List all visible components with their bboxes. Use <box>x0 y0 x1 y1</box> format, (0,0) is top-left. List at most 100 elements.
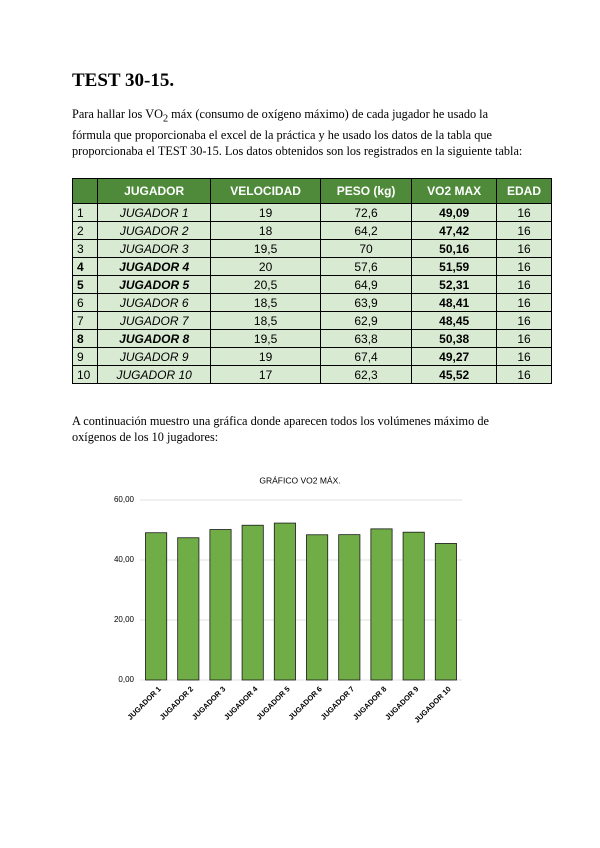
table-cell: 16 <box>496 203 552 222</box>
table-cell: 16 <box>496 311 552 330</box>
table-cell: 72,6 <box>319 203 413 222</box>
header-cell: EDAD <box>496 178 552 204</box>
table-row: 2 JUGADOR 2 18 64,2 47,42 16 <box>72 221 552 240</box>
table-cell: 16 <box>496 347 552 366</box>
table-cell: 19,5 <box>210 329 321 348</box>
subscript: 2 <box>162 113 169 125</box>
table-cell: 1 <box>72 203 98 222</box>
table-cell: 50,16 <box>411 239 498 258</box>
bar <box>370 528 393 681</box>
bar <box>209 529 232 681</box>
table-cell: 20 <box>210 257 321 276</box>
table-cell: 45,52 <box>411 365 498 384</box>
data-table: JUGADOR VELOCIDAD PESO (kg) VO2 MAX EDAD 1 JU… <box>72 178 552 384</box>
outro-paragraph: A continuación muestro una gráfica donde… <box>72 414 489 444</box>
table-cell: 9 <box>72 347 98 366</box>
chart: GRÁFICO VO2 MÁX. 0,0020,0040,0060,00JUGA… <box>114 475 462 725</box>
table-cell: 7 <box>72 311 98 330</box>
table-row: 8 JUGADOR 8 19,5 63,8 50,38 16 <box>72 329 552 348</box>
table-row: 3 JUGADOR 3 19,5 70 50,16 16 <box>72 239 552 258</box>
table-cell: JUGADOR 9 <box>96 347 212 366</box>
table-cell: 16 <box>496 293 552 312</box>
table-cell: 16 <box>496 365 552 384</box>
table-cell: JUGADOR 5 <box>96 275 212 294</box>
table-cell: 6 <box>72 293 98 312</box>
table-cell: 5 <box>72 275 98 294</box>
table-cell: 4 <box>72 257 98 276</box>
table-cell: 8 <box>72 329 98 348</box>
header-cell: VO2 MAX <box>411 178 498 204</box>
table-row: 9 JUGADOR 9 19 67,4 49,27 16 <box>72 347 552 366</box>
table-cell: 52,31 <box>411 275 498 294</box>
chart-title: GRÁFICO VO2 MÁX. <box>259 475 340 485</box>
table-row: 7 JUGADOR 7 18,5 62,9 48,45 16 <box>72 311 552 330</box>
table-cell: JUGADOR 6 <box>96 293 212 312</box>
header-cell <box>72 178 98 204</box>
table-cell: 16 <box>496 257 552 276</box>
table-cell: 49,09 <box>411 203 498 222</box>
bar <box>338 534 361 681</box>
bar <box>273 522 296 681</box>
table-cell: 18,5 <box>210 293 321 312</box>
table-cell: 16 <box>496 221 552 240</box>
table-cell: JUGADOR 3 <box>96 239 212 258</box>
table-cell: 19 <box>210 203 321 222</box>
intro-paragraph: Para hallar los VO2 máx (consumo de oxíg… <box>72 106 527 159</box>
text: Para hallar los VO <box>72 107 163 121</box>
table-cell: 48,41 <box>411 293 498 312</box>
table-cell: 49,27 <box>411 347 498 366</box>
header-row: JUGADOR VELOCIDAD PESO (kg) VO2 MAX EDAD <box>72 178 552 204</box>
table-cell: 51,59 <box>411 257 498 276</box>
table-cell: 48,45 <box>411 311 498 330</box>
table-cell: 62,9 <box>319 311 413 330</box>
bar <box>402 531 425 681</box>
table-cell: 57,6 <box>319 257 413 276</box>
table-row: 1 JUGADOR 1 19 72,6 49,09 16 <box>72 203 552 222</box>
table-cell: JUGADOR 2 <box>96 221 212 240</box>
y-tick-label: 0,00 <box>118 675 134 684</box>
table-cell: 19,5 <box>210 239 321 258</box>
y-tick-label: 40,00 <box>114 555 135 564</box>
table-cell: 16 <box>496 239 552 258</box>
table-cell: 50,38 <box>411 329 498 348</box>
table-cell: 3 <box>72 239 98 258</box>
table-cell: 20,5 <box>210 275 321 294</box>
table-cell: 18 <box>210 221 321 240</box>
doc-title: TEST 30-15. <box>72 70 175 91</box>
bar <box>177 537 200 681</box>
table-cell: JUGADOR 1 <box>96 203 212 222</box>
table-cell: 2 <box>72 221 98 240</box>
text: máx (consumo de oxígeno máximo) de cada … <box>72 107 523 159</box>
table-row: 6 JUGADOR 6 18,5 63,9 48,41 16 <box>72 293 552 312</box>
table-cell: 16 <box>496 275 552 294</box>
table-cell: 63,9 <box>319 293 413 312</box>
table-cell: 19 <box>210 347 321 366</box>
header-cell: PESO (kg) <box>319 178 413 204</box>
table-cell: 64,2 <box>319 221 413 240</box>
header-cell: VELOCIDAD <box>210 178 321 204</box>
bar <box>434 543 457 681</box>
y-tick-label: 60,00 <box>114 495 135 504</box>
table-cell: JUGADOR 7 <box>96 311 212 330</box>
bar <box>306 534 329 681</box>
table-cell: 63,8 <box>319 329 413 348</box>
bar <box>145 532 168 681</box>
table-cell: 67,4 <box>319 347 413 366</box>
table-cell: 10 <box>72 365 98 384</box>
table-cell: 64,9 <box>319 275 413 294</box>
table-cell: 47,42 <box>411 221 498 240</box>
table-cell: 17 <box>210 365 321 384</box>
y-tick-label: 20,00 <box>114 615 135 624</box>
table-cell: JUGADOR 8 <box>96 329 212 348</box>
table-row: 5 JUGADOR 5 20,5 64,9 52,31 16 <box>72 275 552 294</box>
bar <box>241 524 264 681</box>
table-row: 10 JUGADOR 10 17 62,3 45,52 16 <box>72 365 552 384</box>
table-cell: 62,3 <box>319 365 413 384</box>
table-cell: 18,5 <box>210 311 321 330</box>
table-cell: 16 <box>496 329 552 348</box>
table-cell: 70 <box>319 239 413 258</box>
table-cell: JUGADOR 10 <box>96 365 212 384</box>
table-cell: JUGADOR 4 <box>96 257 212 276</box>
header-cell: JUGADOR <box>96 178 212 204</box>
